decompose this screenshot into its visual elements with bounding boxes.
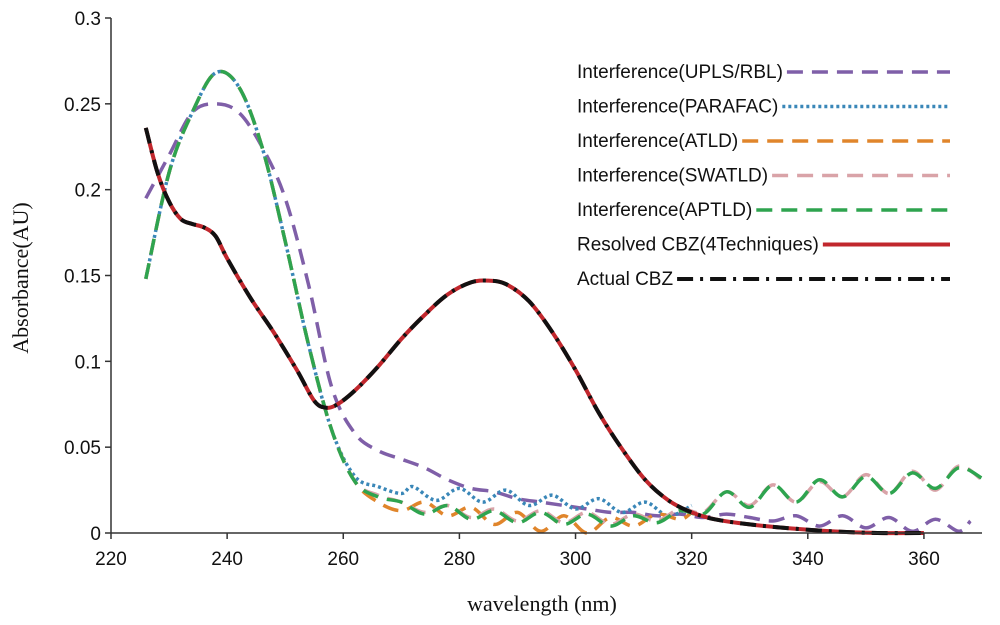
y-tick-label: 0.3	[75, 9, 101, 30]
y-tick-label: 0	[90, 524, 101, 545]
legend-label-2: Interference(PARAFAC)	[577, 97, 778, 118]
legend-label-3: Interference(ATLD)	[577, 131, 738, 152]
x-tick-label: 300	[560, 549, 592, 570]
x-tick-label: 360	[908, 549, 940, 570]
series-line-5	[144, 69, 983, 528]
x-tick-label: 240	[211, 549, 243, 570]
legend-label-7: Actual CBZ	[577, 269, 673, 290]
x-tick-label: 320	[676, 549, 708, 570]
legend: Interference(UPLS/RBL) Interference(PARAF…	[577, 62, 950, 290]
y-axis-title: Absorbance(AU)	[8, 202, 33, 354]
plot-lines	[143, 69, 984, 536]
x-axis-title: wavelength (nm)	[467, 591, 617, 616]
y-tick-label: 0.25	[64, 95, 101, 116]
legend-label-6: Resolved CBZ(4Techniques)	[577, 235, 819, 256]
x-tick-label: 260	[327, 549, 359, 570]
legend-label-4: Interference(SWATLD)	[577, 166, 768, 187]
y-tick-label: 0.05	[64, 438, 101, 459]
legend-label-1: Interference(UPLS/RBL)	[577, 62, 783, 83]
series-line-1	[144, 102, 972, 534]
legend-label-5: Interference(APTLD)	[577, 200, 752, 221]
y-tick-label: 0.1	[75, 352, 101, 373]
axes: 0 0.05 0.1 0.15 0.2 0.25 0.3 220 240 260 280 300 320…	[64, 9, 982, 570]
series-line-6	[143, 127, 924, 536]
x-tick-label: 340	[792, 549, 824, 570]
series-line-7	[143, 127, 924, 536]
y-tick-label: 0.2	[75, 181, 101, 202]
y-tick-label: 0.15	[64, 267, 101, 288]
x-tick-label: 280	[444, 549, 476, 570]
x-tick-label: 220	[95, 549, 127, 570]
